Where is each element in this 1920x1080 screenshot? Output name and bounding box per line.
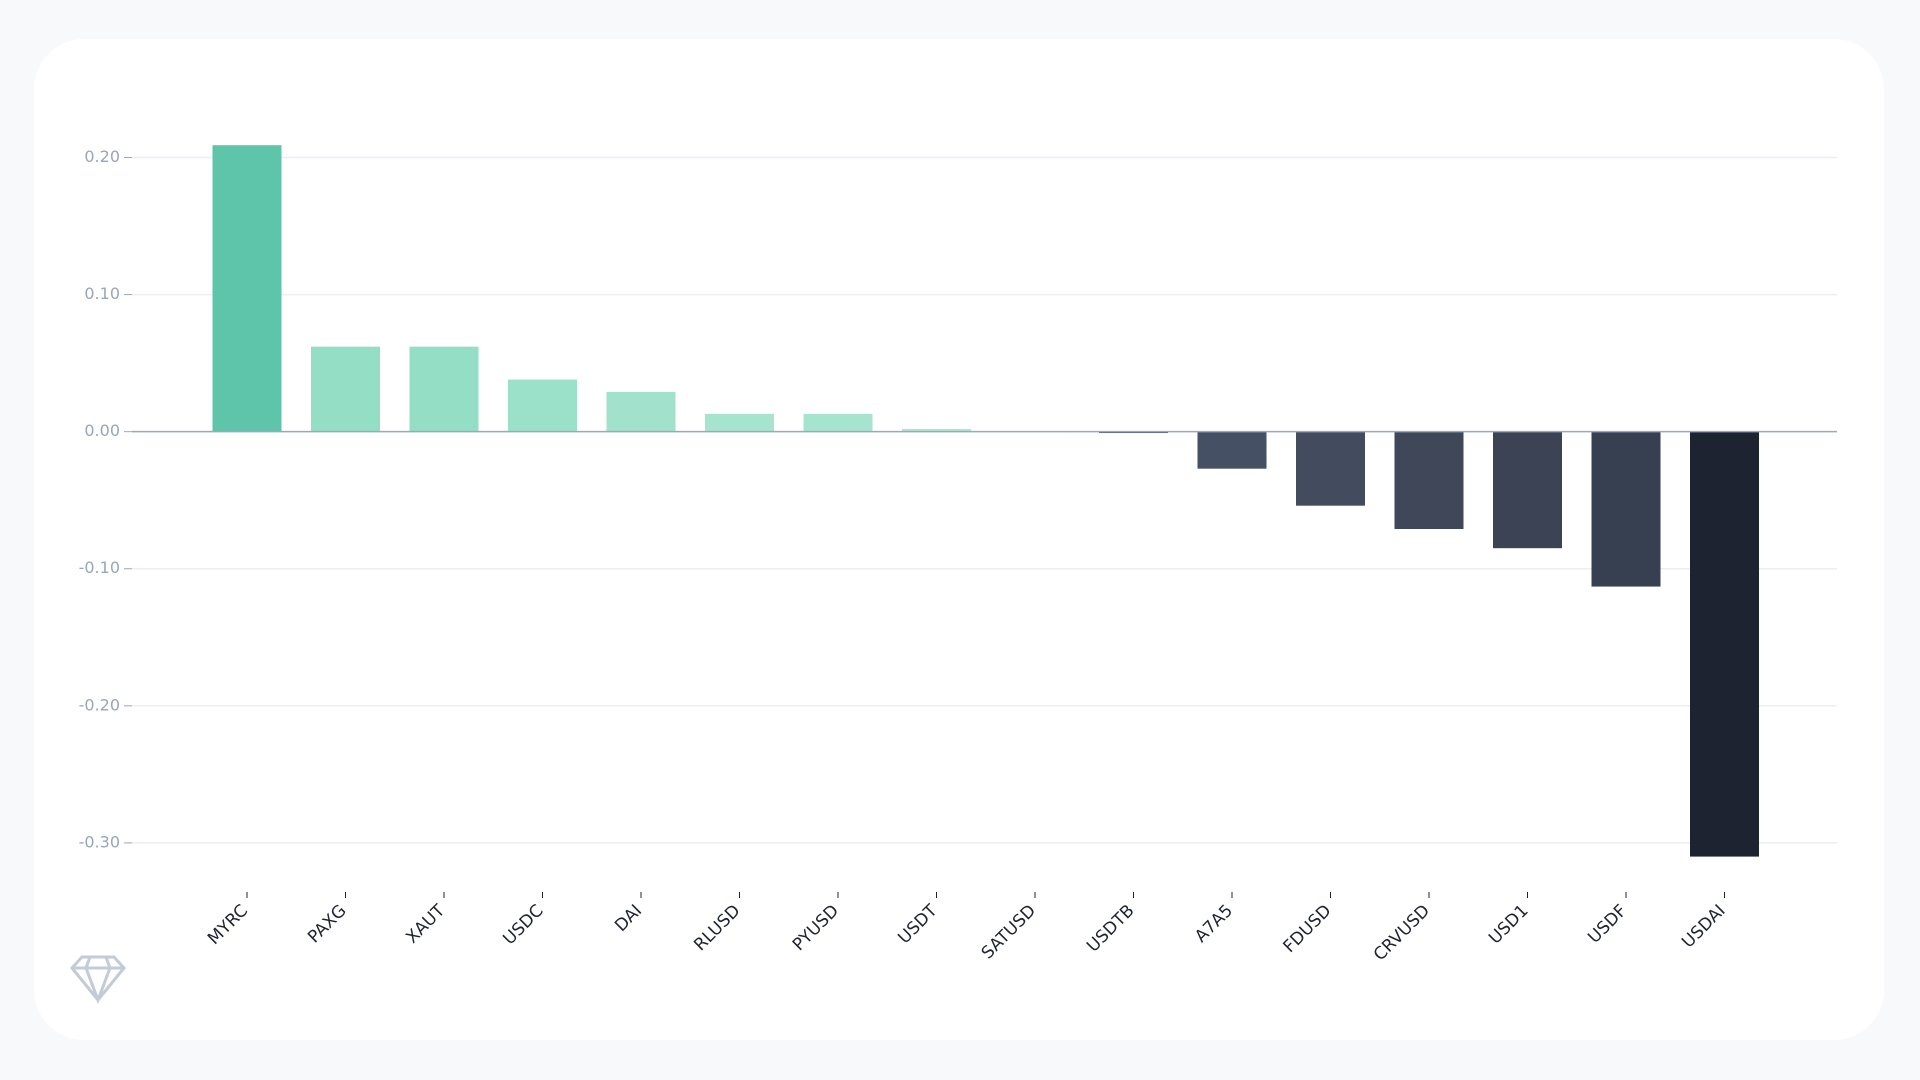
bar xyxy=(508,379,577,432)
bar xyxy=(803,413,873,432)
y-tick-label: 0.20 xyxy=(84,147,120,166)
y-tick-label: 0.10 xyxy=(84,284,120,303)
bar xyxy=(1690,431,1759,857)
bar xyxy=(311,346,380,432)
y-tick-label: 0.00 xyxy=(84,421,120,440)
y-tick-label: -0.30 xyxy=(79,832,120,851)
bar xyxy=(1296,431,1365,506)
bar xyxy=(705,413,774,432)
y-tick-label: -0.20 xyxy=(79,695,120,714)
bar xyxy=(1493,431,1562,549)
bar xyxy=(212,145,282,432)
logo xyxy=(70,955,126,1005)
card xyxy=(34,39,1884,1040)
bar xyxy=(902,428,971,432)
bar xyxy=(1197,431,1267,469)
bar xyxy=(606,391,676,432)
bar xyxy=(1591,431,1661,587)
y-tick-label: -0.10 xyxy=(79,558,120,577)
bar xyxy=(1394,431,1464,529)
bar xyxy=(409,346,479,432)
